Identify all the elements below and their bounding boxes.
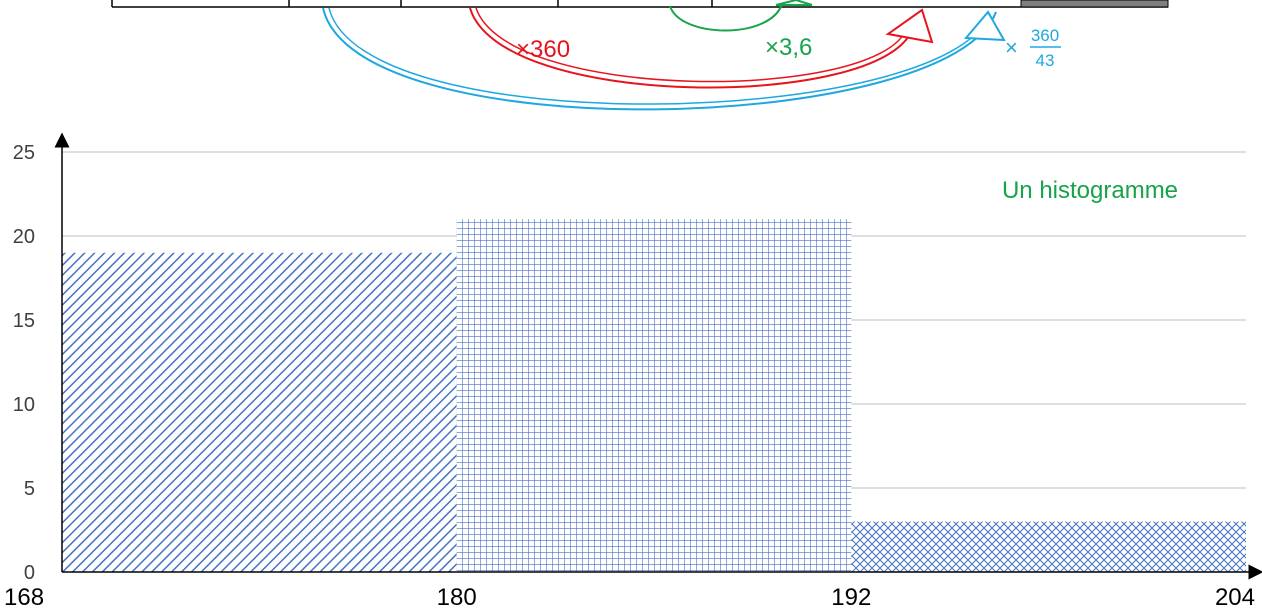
blue-fraction-denominator: 43 [1036, 51, 1055, 70]
histogram-bar-3 [851, 521, 1246, 572]
green-multiplier-label: ×3,6 [765, 34, 812, 61]
y-tick-label: 10 [13, 394, 35, 416]
red-multiplier-label: ×360 [516, 36, 570, 63]
histogram-bars [62, 219, 1246, 573]
histogram-chart: 0 5 10 15 20 25 168 180 192 204 Un histogramme [4, 132, 1262, 611]
histogram-bar-2 [456, 219, 852, 572]
chart-title: Un histogramme [1002, 177, 1178, 204]
blue-multiplier-sign: × [1005, 35, 1018, 60]
partial-table [111, 0, 1169, 8]
blue-arrowhead-icon [963, 10, 1006, 42]
x-tick-label: 192 [831, 584, 871, 611]
green-conversion-arrow [669, 0, 813, 32]
y-tick-label: 15 [13, 310, 35, 332]
axes [54, 132, 1262, 580]
red-conversion-arrow [469, 7, 934, 89]
x-tick-labels: 168 180 192 204 [4, 584, 1255, 611]
y-tick-label: 20 [13, 226, 35, 248]
x-tick-label: 204 [1215, 584, 1255, 611]
y-tick-label: 5 [24, 478, 35, 500]
histogram-bar-1 [62, 252, 457, 573]
y-tick-labels: 0 5 10 15 20 25 [13, 142, 35, 584]
table-dark-cell [1020, 0, 1169, 8]
y-tick-label: 0 [24, 562, 35, 584]
red-arrowhead-icon [885, 8, 934, 44]
blue-conversion-arrow [322, 7, 1006, 111]
blue-fraction-numerator: 360 [1031, 26, 1059, 45]
x-tick-label: 180 [437, 584, 477, 611]
y-tick-label: 25 [13, 142, 35, 164]
x-tick-label: 168 [4, 584, 44, 611]
green-arrowhead-icon [775, 0, 813, 6]
